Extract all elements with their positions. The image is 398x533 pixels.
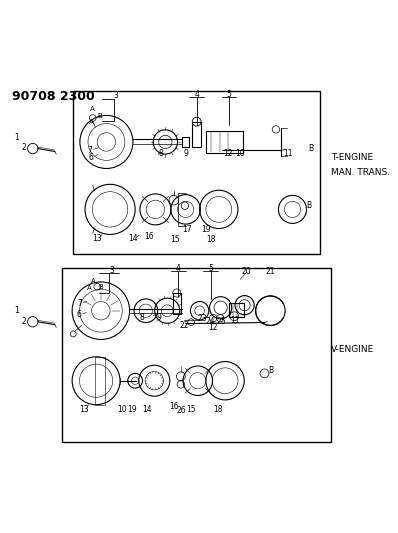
- Text: 20: 20: [242, 267, 251, 276]
- Text: 25: 25: [217, 317, 226, 326]
- Bar: [192, 122, 201, 147]
- Text: 19: 19: [201, 225, 211, 234]
- Text: 4: 4: [176, 264, 181, 273]
- Text: B: B: [268, 366, 273, 375]
- Text: 1: 1: [14, 306, 18, 315]
- Text: 3: 3: [113, 91, 118, 100]
- Text: 18: 18: [206, 235, 215, 244]
- Text: 16: 16: [169, 402, 179, 411]
- Text: 7: 7: [88, 146, 92, 155]
- Text: 4: 4: [194, 90, 199, 99]
- Bar: [229, 303, 244, 317]
- Text: 6: 6: [88, 152, 94, 161]
- Bar: [173, 293, 181, 314]
- Text: B: B: [97, 113, 102, 119]
- Text: 23: 23: [197, 313, 207, 322]
- Text: 16: 16: [144, 232, 154, 241]
- Text: 90708 2300: 90708 2300: [12, 91, 95, 103]
- Text: 1: 1: [14, 133, 18, 142]
- Text: 12: 12: [209, 323, 218, 332]
- Text: T-ENGINE
MAN. TRANS.: T-ENGINE MAN. TRANS.: [331, 154, 390, 177]
- Text: 18: 18: [214, 405, 223, 414]
- Text: 26: 26: [176, 407, 186, 415]
- Text: 19: 19: [127, 405, 137, 414]
- Text: A: A: [87, 285, 92, 290]
- Text: B: B: [98, 284, 103, 290]
- Text: 7: 7: [77, 299, 82, 308]
- Text: V-ENGINE: V-ENGINE: [331, 345, 375, 354]
- Text: 8: 8: [158, 149, 163, 158]
- Text: B: B: [306, 201, 311, 210]
- Bar: [96, 357, 105, 405]
- Text: 22: 22: [180, 321, 189, 330]
- Text: 14: 14: [129, 235, 138, 244]
- Text: 24: 24: [206, 317, 215, 326]
- Bar: [206, 131, 243, 153]
- Text: 5: 5: [208, 264, 213, 273]
- Text: B: B: [308, 144, 314, 153]
- Text: 6: 6: [76, 310, 81, 319]
- Text: A: A: [91, 278, 96, 284]
- Text: 17: 17: [182, 225, 191, 234]
- Text: 12: 12: [223, 149, 233, 158]
- Text: 13: 13: [92, 235, 102, 244]
- Text: A: A: [89, 119, 94, 125]
- Text: A: A: [90, 106, 95, 112]
- Text: 2: 2: [21, 143, 26, 152]
- Text: 14: 14: [142, 405, 152, 414]
- Text: 15: 15: [186, 405, 195, 414]
- Text: 11: 11: [230, 316, 240, 325]
- Text: 11: 11: [283, 149, 293, 158]
- Text: 2: 2: [21, 317, 26, 326]
- Text: 9: 9: [183, 149, 188, 158]
- Text: 9: 9: [157, 313, 162, 322]
- Text: 21: 21: [265, 267, 275, 276]
- Text: 5: 5: [227, 90, 232, 99]
- Bar: [62, 268, 331, 441]
- Text: 10: 10: [117, 405, 127, 414]
- Text: 10: 10: [235, 149, 245, 158]
- Text: 3: 3: [109, 265, 114, 274]
- Text: 8: 8: [139, 313, 144, 322]
- Bar: [73, 92, 320, 254]
- Text: 15: 15: [170, 235, 179, 244]
- Text: 13: 13: [80, 405, 89, 414]
